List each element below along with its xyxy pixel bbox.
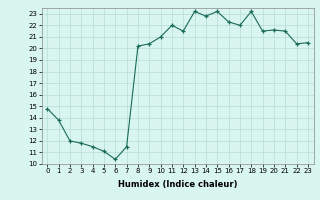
X-axis label: Humidex (Indice chaleur): Humidex (Indice chaleur): [118, 180, 237, 189]
